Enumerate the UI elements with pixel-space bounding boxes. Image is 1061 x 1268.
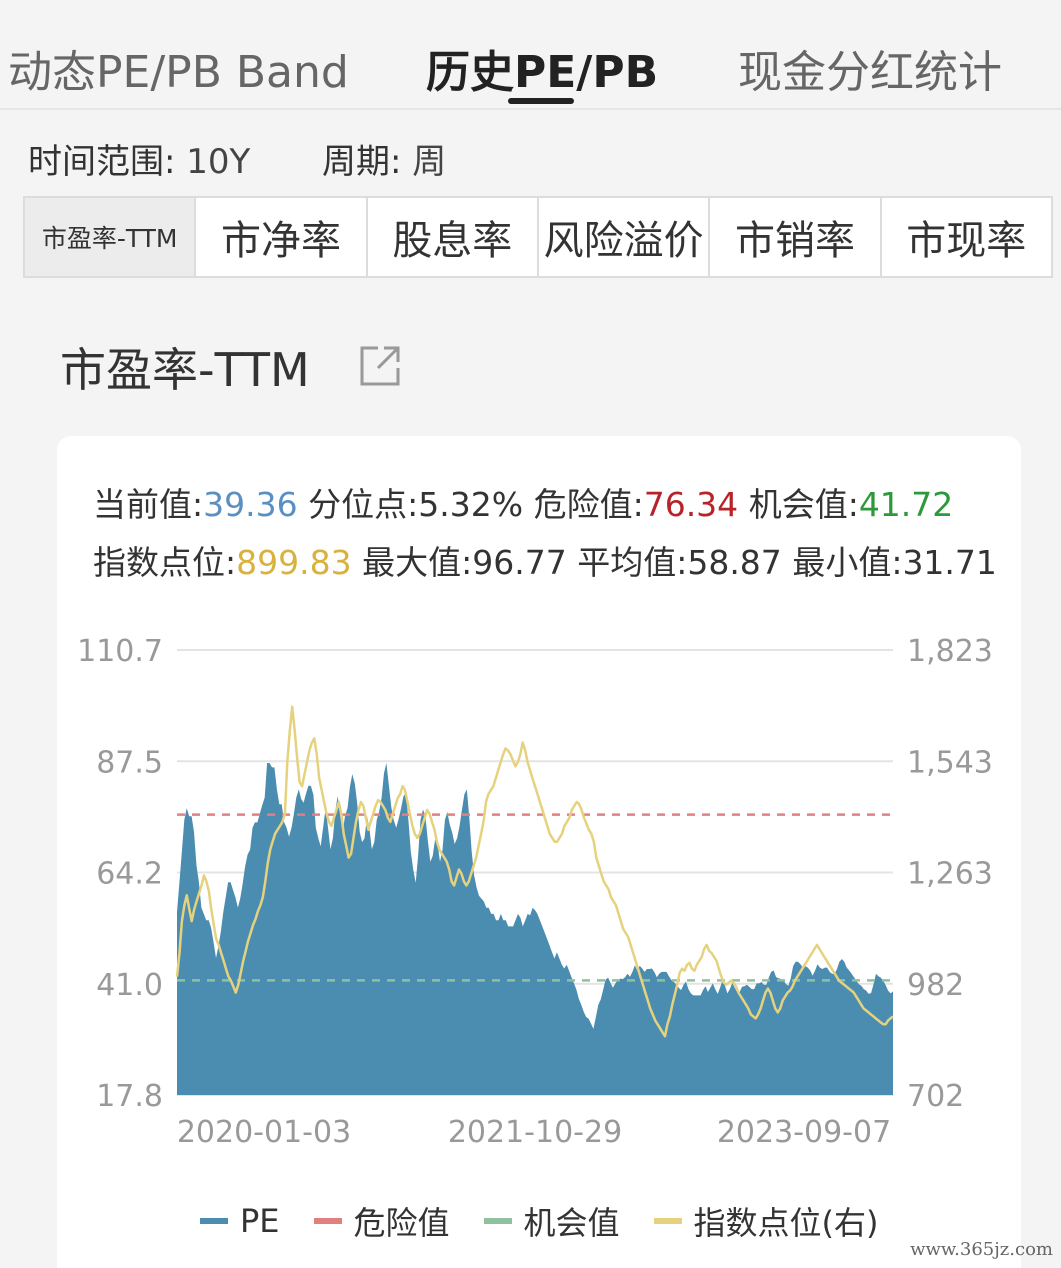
tab-pcf[interactable]: 市现率 bbox=[906, 218, 1027, 264]
x-tick-label: 2023-09-07 bbox=[717, 1115, 891, 1150]
chart-legend: PE 危险值 机会值 指数点位(右) bbox=[200, 1198, 913, 1244]
metric-tab-bar: 市盈率-TTM 市净率 股息率 风险溢价 市销率 市现率 bbox=[23, 196, 1053, 278]
active-tab-indicator bbox=[508, 98, 574, 104]
index-points-label: 指数点位: bbox=[93, 543, 237, 582]
legend-label-index: 指数点位(右) bbox=[693, 1204, 879, 1242]
top-tab-bar: 动态PE/PB Band 历史PE/PB 现金分红统计 bbox=[0, 0, 1061, 110]
y-left-tick-label: 110.7 bbox=[77, 634, 163, 669]
chart-card bbox=[57, 436, 1021, 1268]
x-tick-label: 2021-10-29 bbox=[448, 1115, 622, 1150]
opportunity-value: 41.72 bbox=[858, 485, 954, 524]
current-value: 39.36 bbox=[203, 485, 298, 524]
period-label: 周期: bbox=[321, 142, 402, 182]
period-select[interactable]: 周 bbox=[412, 142, 447, 182]
pe-area bbox=[177, 763, 893, 1095]
y-left-tick-label: 17.8 bbox=[96, 1079, 163, 1114]
legend-item-danger[interactable]: 危险值 bbox=[313, 1198, 450, 1244]
index-points-value: 899.83 bbox=[236, 543, 352, 582]
tab-historical-pe-pb[interactable]: 历史PE/PB bbox=[426, 47, 659, 98]
tab-pe-ttm[interactable]: 市盈率-TTM bbox=[25, 198, 197, 276]
tab-cash-dividend-stats[interactable]: 现金分红统计 bbox=[738, 47, 1002, 98]
percentile-value: 5.32% bbox=[418, 485, 524, 524]
legend-item-opportunity[interactable]: 机会值 bbox=[483, 1198, 620, 1244]
danger-value: 76.34 bbox=[643, 485, 739, 524]
avg-value-label: 平均值: bbox=[577, 543, 688, 582]
current-value-label: 当前值: bbox=[93, 485, 204, 524]
y-right-tick-label: 1,543 bbox=[907, 745, 993, 780]
tab-pb[interactable]: 市净率 bbox=[196, 198, 368, 276]
legend-swatch-danger bbox=[313, 1218, 342, 1224]
share-icon[interactable] bbox=[358, 344, 402, 388]
avg-value: 58.87 bbox=[687, 543, 782, 582]
filter-row: 时间范围: 10Y 周期: 周 bbox=[28, 134, 446, 183]
watermark: www.365jz.com bbox=[910, 1239, 1053, 1260]
index-line bbox=[175, 705, 894, 1038]
tab-ps[interactable]: 市销率 bbox=[710, 198, 882, 276]
y-right-tick-label: 982 bbox=[907, 968, 964, 1003]
legend-swatch-pe bbox=[200, 1218, 228, 1224]
y-left-tick-label: 41.0 bbox=[96, 968, 163, 1003]
min-value-label: 最小值: bbox=[792, 543, 903, 582]
opportunity-value-label: 机会值: bbox=[748, 485, 859, 524]
x-tick-label: 2020-01-03 bbox=[177, 1115, 351, 1150]
legend-label-danger: 危险值 bbox=[353, 1204, 450, 1242]
max-value: 96.77 bbox=[472, 543, 567, 582]
pe-history-chart: 110.7 1,823 87.5 1,543 64.2 1,263 41.0 982 17.8 7… bbox=[77, 634, 993, 1150]
legend-swatch-index bbox=[653, 1218, 682, 1224]
stats-line-1: 当前值:39.36 分位点:5.32% 危险值:76.34 机会值:41.72 bbox=[93, 478, 953, 526]
tab-dynamic-pe-pb-band[interactable]: 动态PE/PB Band bbox=[8, 47, 349, 98]
section-title: 市盈率-TTM bbox=[60, 343, 310, 397]
y-right-tick-label: 1,263 bbox=[907, 857, 993, 892]
tab-dividend-yield[interactable]: 股息率 bbox=[368, 198, 539, 276]
legend-item-index[interactable]: 指数点位(右) bbox=[653, 1198, 879, 1244]
y-left-tick-label: 64.2 bbox=[96, 857, 163, 892]
legend-swatch-opportunity bbox=[483, 1218, 512, 1224]
stats-line-2: 指数点位:899.83 最大值:96.77 平均值:58.87 最小值:31.7… bbox=[93, 536, 997, 584]
y-right-tick-label: 702 bbox=[907, 1079, 964, 1114]
y-right-tick-label: 1,823 bbox=[907, 634, 993, 669]
legend-label-pe: PE bbox=[240, 1202, 280, 1240]
tab-risk-premium[interactable]: 风险溢价 bbox=[539, 198, 711, 276]
min-value: 31.71 bbox=[902, 543, 997, 582]
percentile-label: 分位点: bbox=[308, 485, 419, 524]
max-value-label: 最大值: bbox=[362, 543, 473, 582]
time-range-label: 时间范围: bbox=[28, 142, 176, 182]
legend-item-pe[interactable]: PE bbox=[200, 1202, 280, 1240]
time-range-select[interactable]: 10Y bbox=[186, 142, 251, 182]
danger-value-label: 危险值: bbox=[533, 485, 644, 524]
y-left-tick-label: 87.5 bbox=[96, 745, 163, 780]
legend-label-opportunity: 机会值 bbox=[523, 1204, 620, 1242]
